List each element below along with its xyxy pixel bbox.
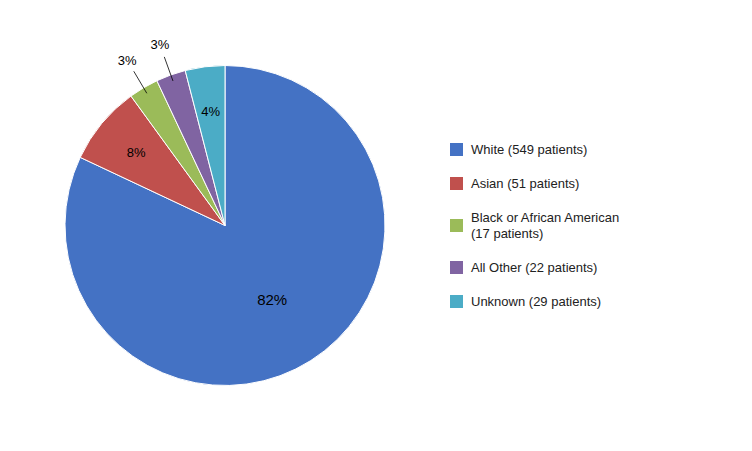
data-labels: 82% 8% 3% 3% 4% [118,37,287,308]
legend-label-line: (17 patients) [471,226,543,241]
data-label: 82% [257,291,287,308]
legend-swatch [450,177,463,190]
pie [65,66,385,386]
legend-label-line: Asian (51 patients) [471,176,579,191]
data-label: 8% [127,145,146,160]
legend-label: Asian (51 patients) [471,176,579,191]
legend: White (549 patients) Asian (51 patients) B… [450,142,619,309]
data-label: 4% [201,104,220,119]
legend-label-line: White (549 patients) [471,142,587,157]
legend-label: Unknown (29 patients) [471,294,601,309]
legend-label-line: Unknown (29 patients) [471,294,601,309]
legend-swatch [450,219,463,232]
pie-slice [185,66,225,226]
legend-label: Black or African American(17 patients) [471,210,619,241]
legend-swatch [450,143,463,156]
leader-line [164,57,173,81]
leader-line [134,71,147,93]
legend-label: All Other (22 patients) [471,260,597,275]
legend-label: White (549 patients) [471,142,587,157]
legend-swatch [450,261,463,274]
pie-slice [65,66,385,386]
legend-label-line: Black or African American [471,210,619,225]
data-label: 3% [118,53,137,68]
chart: 82% 8% 3% 3% 4% White (549 patients) Asian (51… [0,0,752,451]
legend-label-line: All Other (22 patients) [471,260,597,275]
legend-swatch [450,295,463,308]
data-label: 3% [151,37,170,52]
